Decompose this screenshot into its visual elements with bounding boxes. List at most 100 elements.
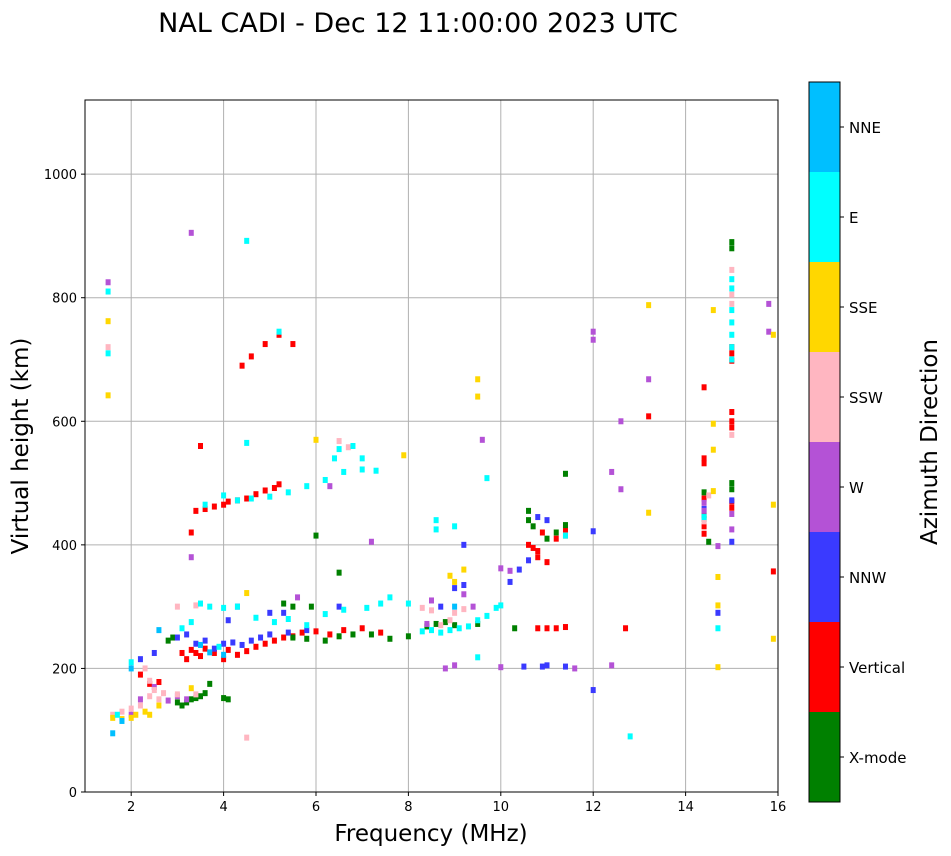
echo-point-x-mode [221, 695, 227, 702]
echo-point-w [479, 436, 485, 443]
echo-point-w [184, 696, 190, 703]
echo-point-sse [147, 711, 153, 718]
echo-point-x-mode [322, 637, 328, 644]
echo-point-sse [710, 446, 716, 453]
echo-point-ssw [336, 438, 342, 445]
echo-point-nnw [230, 639, 236, 646]
echo-point-e [373, 467, 379, 474]
echo-point-w [701, 499, 707, 506]
echo-point-x-mode [729, 239, 735, 246]
echo-point-sse [475, 376, 481, 383]
echo-point-e [359, 466, 365, 473]
echo-point-e [331, 455, 337, 462]
echo-point-vertical [225, 498, 231, 505]
echo-point-ssw [438, 622, 444, 629]
echo-point-vertical [221, 656, 227, 663]
echo-point-x-mode [281, 600, 287, 607]
echo-point-nne [198, 641, 203, 648]
echo-point-vertical [221, 501, 227, 508]
echo-point-sse [646, 302, 652, 309]
echo-point-vertical [701, 455, 707, 462]
echo-point-e [322, 611, 328, 618]
echo-point-ssw [729, 300, 735, 307]
azimuth-colorbar: X-mode Vertical NNW W SSW SSE E NNE [808, 81, 906, 803]
echo-point-nnw [221, 640, 227, 647]
echo-point-ssw [244, 734, 250, 741]
echo-point-ssw [161, 690, 167, 697]
echo-point-e [188, 619, 194, 626]
echo-point-nnw [461, 541, 467, 548]
echo-point-w [188, 229, 194, 236]
echo-point-vertical [544, 559, 550, 566]
echo-point-w [646, 376, 652, 383]
echo-point-e [359, 455, 365, 462]
echo-point-nnw [544, 517, 550, 524]
echo-point-e [198, 600, 203, 607]
echo-point-e [562, 532, 568, 539]
colorbar-tick-label: Vertical [849, 659, 905, 677]
echo-point-w [572, 665, 578, 672]
echo-point-sse [710, 420, 716, 427]
echo-point-vertical [729, 504, 735, 511]
echo-point-w [618, 418, 624, 425]
colorbar-swatch [809, 352, 840, 442]
echo-point-sse [105, 318, 111, 325]
echo-point-e [234, 497, 240, 504]
echo-point-w [766, 300, 772, 307]
y-tick-label: 0 [69, 786, 77, 801]
echo-point-x-mode [188, 696, 194, 703]
echo-point-e [701, 514, 707, 521]
echo-point-vertical [701, 384, 707, 391]
echo-point-vertical [271, 637, 277, 644]
colorbar-swatch [809, 172, 840, 262]
echo-point-sse [770, 501, 776, 508]
echo-point-x-mode [165, 637, 171, 644]
echo-point-w [766, 328, 772, 335]
echo-point-nnw [285, 629, 291, 636]
echo-point-vertical [193, 507, 199, 514]
echo-point-vertical [341, 627, 347, 634]
echo-point-vertical [729, 424, 735, 431]
echo-point-vertical [535, 554, 541, 561]
echo-point-x-mode [475, 620, 481, 627]
echo-point-nnw [590, 528, 596, 535]
echo-point-e [128, 659, 134, 666]
echo-point-ssw [137, 702, 143, 709]
colorbar-tick-label: NNE [849, 119, 881, 137]
echo-point-nnw [562, 663, 568, 670]
echo-point-vertical [299, 629, 305, 636]
echo-point-vertical [198, 653, 203, 660]
echo-point-nnw [211, 645, 217, 652]
echo-point-vertical [179, 649, 185, 656]
echo-point-nnw [452, 585, 458, 592]
echo-point-vertical [202, 645, 208, 652]
echo-point-nnw [336, 603, 342, 610]
echo-point-sse [244, 590, 250, 597]
echo-point-e [244, 439, 250, 446]
echo-point-sse [710, 307, 716, 314]
echo-point-e [452, 523, 458, 530]
echo-point-w [729, 526, 735, 533]
echo-point-vertical [188, 529, 194, 536]
echo-point-sse [110, 714, 116, 721]
echo-point-e [378, 600, 384, 607]
echo-point-e [433, 526, 439, 533]
echo-point-nnw [516, 566, 522, 573]
echo-point-nnw [248, 637, 254, 644]
echo-point-vertical [193, 649, 199, 656]
x-tick-label: 14 [677, 800, 694, 815]
echo-point-sse [710, 488, 716, 495]
echo-point-w [470, 603, 476, 610]
echo-point-w [327, 483, 333, 490]
echo-point-w [461, 591, 467, 598]
echo-point-nnw [151, 649, 157, 656]
echo-point-ssw [447, 617, 453, 624]
echo-point-ssw [193, 691, 199, 698]
echo-point-x-mode [701, 489, 707, 496]
echo-point-e [627, 733, 633, 740]
echo-point-vertical [188, 646, 194, 653]
echo-point-e [715, 625, 721, 632]
echo-point-vertical [184, 656, 190, 663]
echo-point-e [729, 344, 735, 351]
echo-point-e [234, 603, 240, 610]
